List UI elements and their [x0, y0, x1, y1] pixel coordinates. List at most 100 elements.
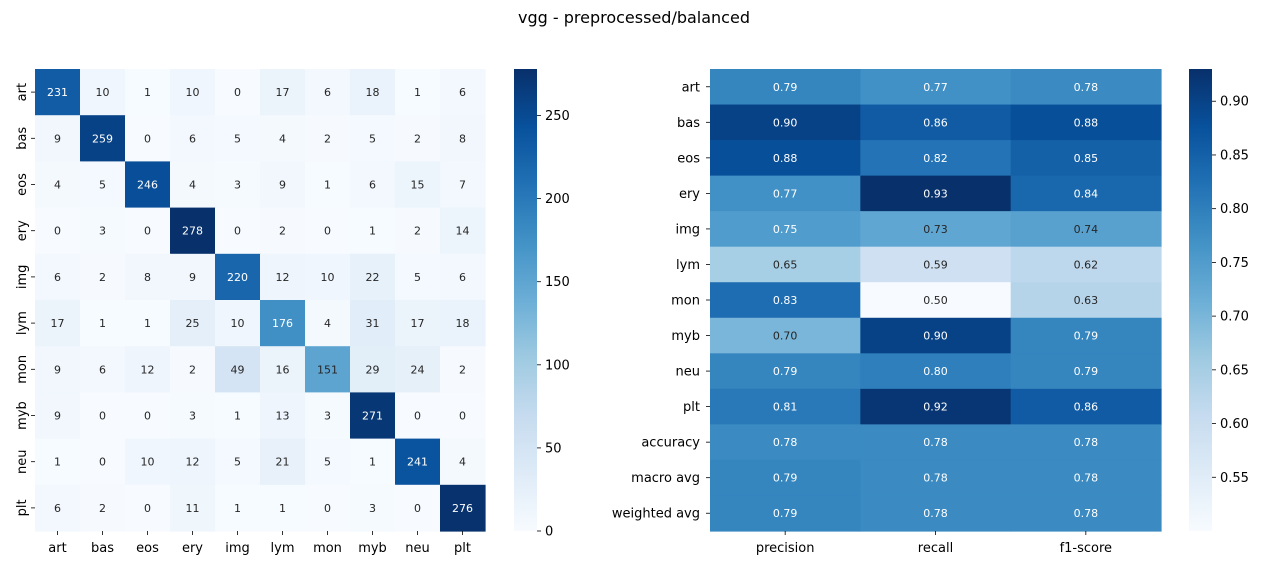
- x-tick-label: f1-score: [1060, 541, 1112, 556]
- cell-label: 49: [231, 363, 245, 376]
- cell-label: 0.79: [773, 507, 798, 520]
- x-tick-label: bas: [91, 541, 114, 556]
- heatmap-cell: [260, 207, 306, 255]
- y-tick-label: img: [675, 222, 700, 237]
- cell-label: 276: [452, 502, 473, 515]
- heatmap-cell: [35, 115, 81, 162]
- cell-label: 5: [369, 132, 376, 145]
- cell-label: 0.78: [1074, 507, 1099, 520]
- classification-report-colorbar: 0.55 0.60 0.65 0.70 0.75 0.80 0.85 0.90: [1189, 69, 1249, 531]
- heatmap-cell: [710, 317, 861, 354]
- heatmap-cell: [305, 346, 351, 393]
- heatmap-cell: [1010, 317, 1162, 354]
- heatmap-cell: [170, 69, 216, 116]
- x-tick-label: neu: [405, 541, 429, 556]
- heatmap-cell: [305, 115, 351, 162]
- cell-label: 6: [189, 132, 196, 145]
- x-tick-label: ery: [182, 541, 203, 556]
- y-tick-label: eos: [15, 173, 30, 196]
- cell-label: 0.62: [1074, 258, 1099, 271]
- cell-label: 1: [144, 317, 151, 330]
- heatmap-cell: [860, 282, 1012, 319]
- heatmap-cell: [1010, 175, 1162, 212]
- cell-label: 9: [189, 271, 196, 284]
- y-tick-label: plt: [683, 400, 700, 415]
- heatmap-cell: [125, 115, 171, 162]
- cell-label: 0.79: [1074, 330, 1099, 343]
- cell-label: 6: [459, 86, 466, 99]
- cell-label: 11: [186, 502, 200, 515]
- cell-label: 1: [234, 502, 241, 515]
- heatmap-cell: [710, 388, 861, 425]
- heatmap-cell: [170, 392, 216, 440]
- x-tick-label: precision: [756, 541, 815, 556]
- y-tick-label: macro avg: [631, 471, 700, 486]
- cell-label: 2: [279, 225, 286, 238]
- cell-label: 9: [54, 363, 61, 376]
- cell-label: 1: [369, 225, 376, 238]
- heatmap-cell: [440, 253, 486, 301]
- heatmap-cell: [1010, 69, 1162, 106]
- heatmap-cell: [350, 392, 396, 440]
- y-tick-label: mon: [671, 294, 700, 309]
- heatmap-cell: [305, 253, 351, 301]
- cell-label: 0.79: [773, 472, 798, 485]
- cell-label: 18: [456, 317, 470, 330]
- cell-label: 1: [99, 317, 106, 330]
- heatmap-cell: [710, 495, 861, 532]
- cell-label: 29: [366, 363, 380, 376]
- heatmap-cell: [35, 438, 81, 486]
- cell-label: 271: [362, 410, 383, 423]
- heatmap-cell: [35, 253, 81, 301]
- y-tick-label: myb: [15, 401, 30, 430]
- heatmap-cell: [860, 495, 1012, 532]
- cell-label: 0.78: [1074, 472, 1099, 485]
- cell-label: 259: [92, 132, 113, 145]
- cell-label: 0.79: [773, 81, 798, 94]
- heatmap-cell: [170, 484, 216, 532]
- cell-label: 5: [234, 456, 241, 469]
- cell-label: 1: [54, 456, 61, 469]
- colorbar-tick-label: 0.70: [1220, 310, 1249, 325]
- heatmap-cell: [80, 392, 126, 440]
- heatmap-cell: [1010, 353, 1162, 390]
- cell-label: 17: [51, 317, 65, 330]
- cell-label: 16: [276, 363, 290, 376]
- cell-label: 0.78: [1074, 436, 1099, 449]
- heatmap-cell: [125, 253, 171, 301]
- cell-label: 3: [99, 225, 106, 238]
- cell-label: 12: [276, 271, 290, 284]
- cell-label: 241: [407, 456, 428, 469]
- heatmap-cell: [215, 253, 261, 301]
- cell-label: 3: [234, 179, 241, 192]
- cell-label: 18: [366, 86, 380, 99]
- heatmap-cell: [350, 438, 396, 486]
- heatmap-cell: [35, 392, 81, 440]
- heatmap-cell: [440, 484, 486, 532]
- heatmap-cell: [305, 392, 351, 440]
- colorbar-tick-label: 0.65: [1220, 363, 1249, 378]
- cell-label: 0: [144, 502, 151, 515]
- cell-label: 10: [321, 271, 335, 284]
- heatmap-cell: [1010, 424, 1162, 461]
- cell-label: 14: [456, 225, 470, 238]
- cell-label: 0: [144, 410, 151, 423]
- cell-label: 2: [414, 225, 421, 238]
- heatmap-cell: [80, 438, 126, 486]
- heatmap-cell: [710, 424, 861, 461]
- cell-label: 4: [279, 132, 286, 145]
- cell-label: 9: [279, 179, 286, 192]
- heatmap-cell: [860, 388, 1012, 425]
- cell-label: 1: [414, 86, 421, 99]
- cell-label: 6: [324, 86, 331, 99]
- heatmap-cell: [395, 346, 441, 393]
- y-tick-label: accuracy: [641, 436, 700, 451]
- heatmap-cell: [350, 115, 396, 162]
- heatmap-cell: [170, 253, 216, 301]
- heatmap-cell: [440, 69, 486, 116]
- heatmap-cell: [860, 317, 1012, 354]
- heatmap-cell: [125, 207, 171, 255]
- heatmap-cell: [260, 392, 306, 440]
- y-tick-label: ery: [679, 187, 700, 202]
- colorbar-tick-label: 50: [545, 441, 562, 456]
